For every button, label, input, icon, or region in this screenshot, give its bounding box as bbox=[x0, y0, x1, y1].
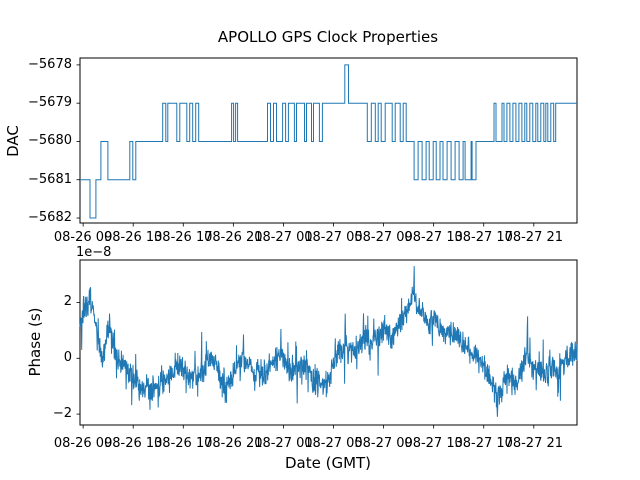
top-x-tick-label: 08-27 13 bbox=[404, 229, 463, 245]
bottom-y-axis-label: Phase (s) bbox=[26, 307, 44, 377]
top-x-tick-label: 08-26 09 bbox=[53, 229, 113, 245]
top-x-tick-label: 08-26 13 bbox=[103, 229, 163, 245]
bottom-x-tick-label: 08-27 01 bbox=[254, 435, 313, 451]
top-x-tick-label: 08-27 17 bbox=[454, 229, 513, 245]
bottom-y-tick-label: 0 bbox=[63, 350, 72, 366]
top-y-tick-label: −5679 bbox=[28, 95, 72, 111]
top-x-tick-label: 08-27 01 bbox=[254, 229, 313, 245]
top-x-tick-label: 08-26 21 bbox=[204, 229, 263, 245]
x-axis-label: Date (GMT) bbox=[284, 454, 372, 472]
y-axis-offset-text: 1e−8 bbox=[76, 245, 112, 260]
chart-title: APOLLO GPS Clock Properties bbox=[217, 28, 439, 46]
bottom-y-tick-label: −2 bbox=[52, 406, 72, 422]
top-y-tick-label: −5681 bbox=[28, 171, 72, 187]
bottom-x-tick-label: 08-27 13 bbox=[404, 435, 463, 451]
top-axes-frame bbox=[79, 57, 578, 224]
bottom-x-tick-label: 08-26 13 bbox=[103, 435, 163, 451]
dac-step-line bbox=[80, 64, 577, 219]
bottom-x-tick-label: 08-26 17 bbox=[154, 435, 213, 451]
bottom-x-tick-label: 08-27 09 bbox=[354, 435, 413, 451]
top-x-tick-label: 08-27 21 bbox=[504, 229, 564, 245]
phase-noise-line bbox=[79, 266, 578, 417]
bottom-x-tick-label: 08-27 17 bbox=[454, 435, 513, 451]
top-x-tick-label: 08-27 09 bbox=[354, 229, 413, 245]
top-y-tick-label: −5680 bbox=[28, 133, 72, 149]
bottom-x-tick-label: 08-27 21 bbox=[504, 435, 564, 451]
top-x-tick-label: 08-27 05 bbox=[304, 229, 363, 245]
top-x-tick-label: 08-26 17 bbox=[154, 229, 213, 245]
bottom-x-tick-label: 08-27 05 bbox=[304, 435, 363, 451]
bottom-x-tick-label: 08-26 21 bbox=[204, 435, 263, 451]
top-y-tick-label: −5678 bbox=[28, 56, 72, 72]
bottom-axes-frame bbox=[79, 259, 578, 426]
top-y-tick-label: −5682 bbox=[28, 210, 72, 226]
bottom-x-tick-label: 08-26 09 bbox=[53, 435, 113, 451]
bottom-y-tick-label: 2 bbox=[63, 294, 72, 310]
